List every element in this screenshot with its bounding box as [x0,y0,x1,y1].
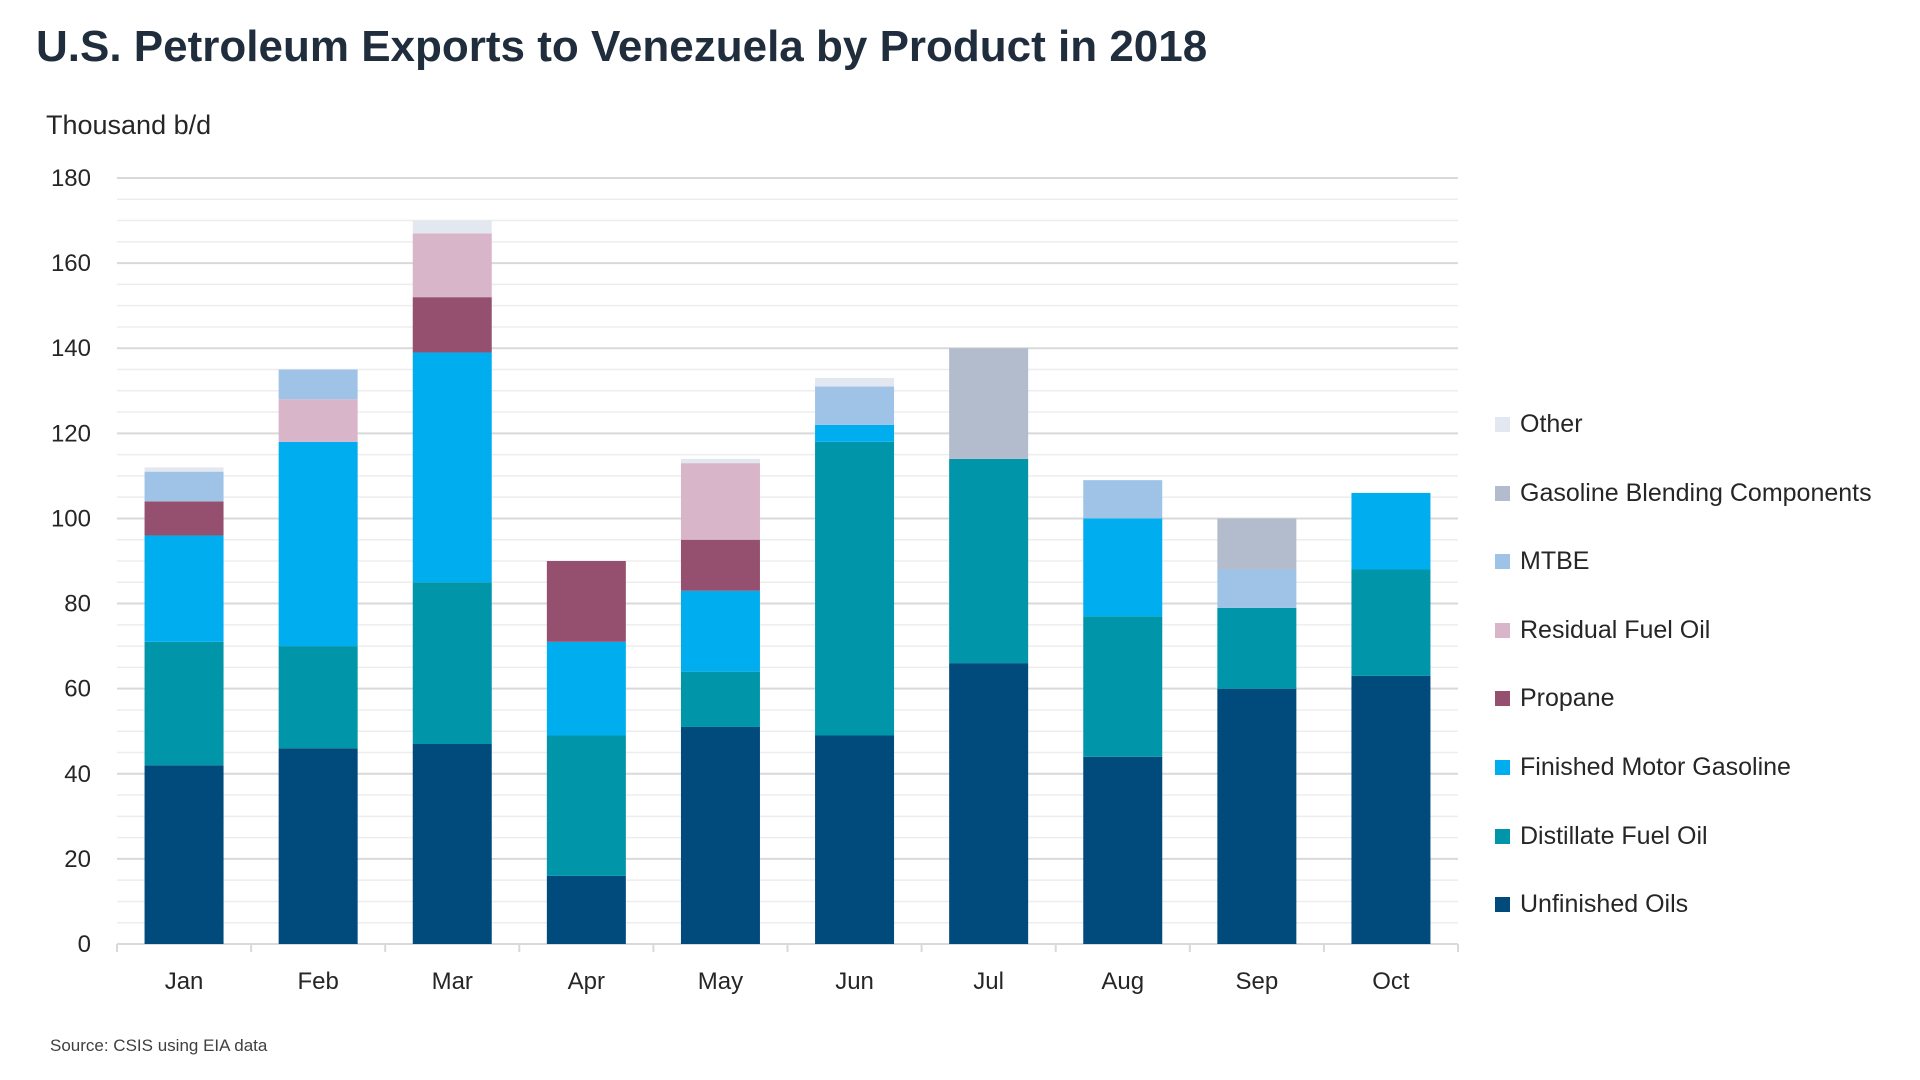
bar-segment-unfinished-oils-sep [1217,688,1297,944]
y-tick-label: 0 [78,931,91,958]
y-tick-label: 180 [51,165,91,192]
x-tick-label: Apr [568,968,605,995]
legend-item: Residual Fuel Oil [1495,616,1710,645]
bar-segment-residual-fuel-oil-feb [278,399,358,442]
legend-swatch [1495,622,1510,638]
bar-segment-distillate-fuel-oil-jul [949,458,1029,664]
y-tick-label: 140 [51,335,91,362]
y-axis-label: Thousand b/d [46,110,212,140]
y-tick-label: 80 [64,591,91,618]
legend-label: Other [1520,410,1583,438]
bar-segment-distillate-fuel-oil-may [680,671,760,727]
legend-item: Distillate Fuel Oil [1495,822,1708,851]
bar-segment-mtbe-jun [815,386,895,425]
legend-label: MTBE [1520,547,1590,576]
x-tick-label: Feb [297,968,338,995]
bar-segment-distillate-fuel-oil-jun [815,441,895,736]
x-tick-label: Oct [1372,968,1410,995]
bar-segment-finished-motor-gasoline-oct [1351,492,1431,570]
bar-segment-propane-apr [546,561,626,642]
bar-segment-mtbe-jan [144,471,224,502]
legend-swatch [1495,554,1510,570]
y-tick-label: 40 [64,761,91,788]
bar-segment-unfinished-oils-mar [412,743,492,944]
legend-swatch [1495,828,1510,844]
bar-segment-propane-may [680,539,760,591]
bar-segment-propane-jan [144,501,224,536]
bar-segment-finished-motor-gasoline-aug [1083,518,1163,617]
bar-segment-unfinished-oils-oct [1351,675,1431,944]
legend-swatch [1495,691,1510,707]
bar-segment-gasoline-blending-components-sep [1217,518,1297,570]
x-tick-label: Sep [1235,968,1278,995]
bar-segment-distillate-fuel-oil-apr [546,735,626,876]
bar-segment-unfinished-oils-may [680,726,760,944]
source-note: Source: CSIS using EIA data [50,1036,268,1055]
bar-segment-finished-motor-gasoline-jun [815,424,895,442]
legend-label: Propane [1520,684,1615,713]
y-tick-label: 60 [64,676,91,703]
legend-item: Unfinished Oils [1495,890,1688,919]
legend-item: MTBE [1495,547,1589,576]
legend-label: Finished Motor Gasoline [1520,753,1791,781]
bar-segment-distillate-fuel-oil-sep [1217,607,1297,689]
legend-item: Propane [1495,684,1615,713]
legend-item: Finished Motor Gasoline [1495,753,1791,782]
y-tick-label: 160 [51,250,91,277]
bar-segment-finished-motor-gasoline-may [680,590,760,672]
bar-segment-mtbe-aug [1083,480,1163,519]
bar-segment-mtbe-feb [278,369,358,400]
bar-segment-unfinished-oils-feb [278,748,358,944]
x-tick-label: Jul [973,968,1004,995]
bar-segment-mtbe-sep [1217,569,1297,608]
x-tick-label: May [698,968,743,995]
bar-segment-propane-mar [412,297,492,353]
bar-segment-distillate-fuel-oil-feb [278,646,358,749]
legend-item: Gasoline Blending Components [1495,479,1872,508]
bar-segment-unfinished-oils-jan [144,765,224,944]
bar-segment-residual-fuel-oil-may [680,463,760,540]
legend-label: Unfinished Oils [1520,890,1689,919]
bar-segment-finished-motor-gasoline-jan [144,535,224,642]
bar-segment-finished-motor-gasoline-feb [278,441,358,647]
bar-segment-unfinished-oils-apr [546,875,626,944]
x-tick-label: Mar [432,968,473,995]
chart-title: U.S. Petroleum Exports to Venezuela by P… [36,22,1208,71]
bar-segment-distillate-fuel-oil-aug [1083,616,1163,757]
bar-segment-finished-motor-gasoline-mar [412,352,492,583]
legend-swatch [1495,417,1510,432]
bar-segment-residual-fuel-oil-mar [412,233,492,298]
bar-segment-distillate-fuel-oil-mar [412,582,492,744]
bar-segment-other-jan [144,467,224,472]
bar-segment-other-jun [815,378,895,387]
y-tick-label: 120 [51,420,91,447]
y-tick-label: 100 [51,505,91,532]
x-tick-label: Aug [1101,968,1144,995]
legend-swatch [1495,760,1510,775]
x-tick-label: Jun [835,968,874,995]
y-tick-label: 20 [64,846,91,873]
legend-label: Gasoline Blending Components [1520,478,1872,507]
bar-segment-unfinished-oils-jul [949,663,1029,944]
bar-segment-unfinished-oils-jun [815,735,895,944]
legend-item: Other [1495,410,1583,439]
legend-label: Distillate Fuel Oil [1520,821,1708,850]
bar-segment-finished-motor-gasoline-apr [546,641,626,736]
legend-swatch [1495,485,1510,501]
x-tick-label: Jan [165,968,204,995]
legend-swatch [1495,897,1510,913]
bar-segment-other-mar [412,220,492,234]
bar-segment-other-may [680,458,760,464]
bar-segment-distillate-fuel-oil-oct [1351,569,1431,676]
bar-segment-gasoline-blending-components-jul [949,348,1029,459]
bar-segment-unfinished-oils-aug [1083,756,1163,944]
legend-label: Residual Fuel Oil [1520,615,1711,644]
bar-segment-distillate-fuel-oil-jan [144,641,224,766]
